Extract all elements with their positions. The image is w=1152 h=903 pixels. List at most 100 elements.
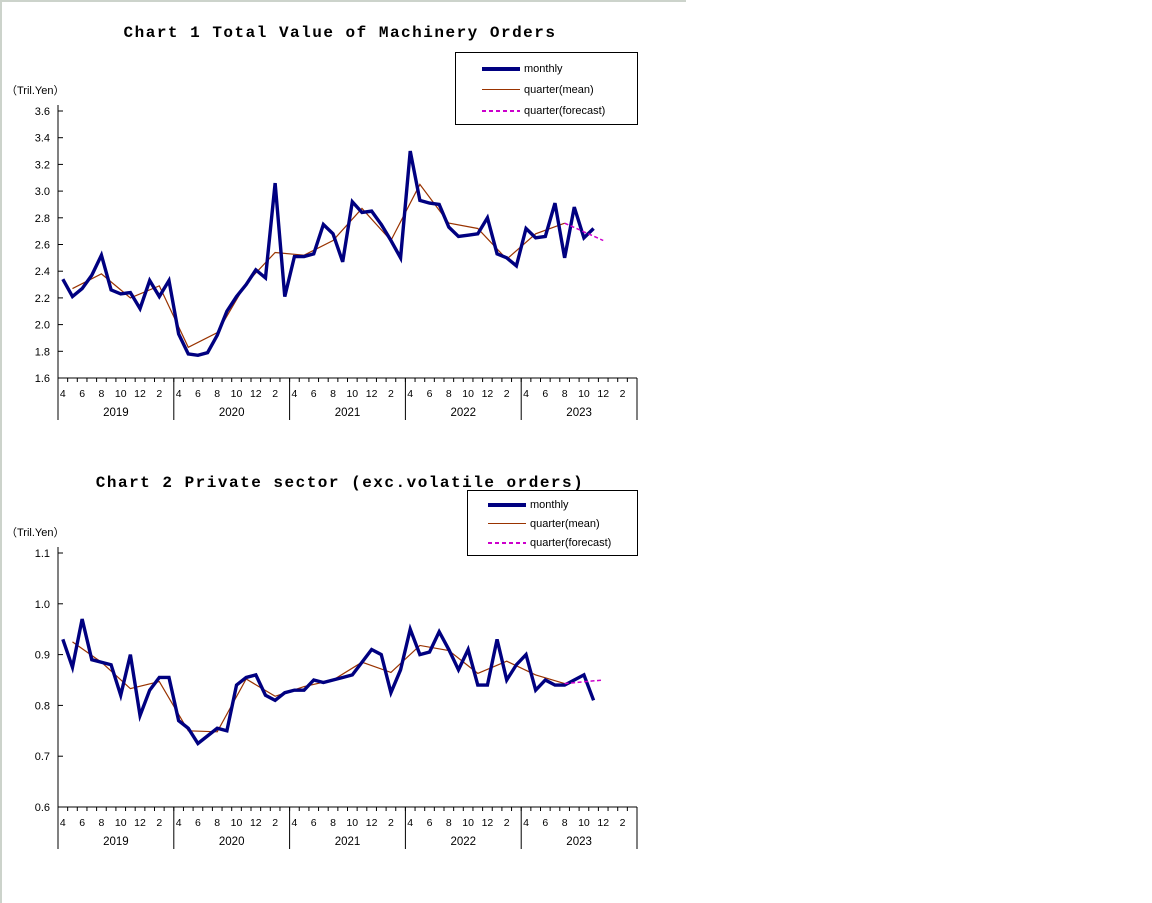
svg-text:2: 2: [388, 817, 394, 829]
legend-item-quarter-forecast: quarter(forecast): [468, 533, 637, 552]
svg-text:10: 10: [346, 817, 358, 829]
svg-text:12: 12: [597, 817, 609, 829]
legend-item-monthly: monthly: [456, 58, 637, 79]
monthly-line-icon: [482, 66, 520, 71]
quarter-mean-line-icon: [482, 89, 520, 90]
svg-text:12: 12: [597, 388, 609, 400]
svg-text:6: 6: [542, 388, 548, 400]
svg-text:8: 8: [330, 388, 336, 400]
svg-text:2021: 2021: [335, 836, 361, 848]
svg-text:4: 4: [176, 388, 182, 400]
svg-text:12: 12: [366, 817, 378, 829]
svg-text:2: 2: [620, 817, 626, 829]
svg-text:0.6: 0.6: [35, 802, 50, 814]
svg-text:12: 12: [366, 388, 378, 400]
svg-text:12: 12: [482, 817, 494, 829]
svg-text:8: 8: [562, 388, 568, 400]
svg-text:3.0: 3.0: [35, 186, 50, 198]
svg-text:0.9: 0.9: [35, 650, 50, 662]
legend-label: monthly: [524, 62, 563, 75]
svg-text:2023: 2023: [566, 836, 592, 848]
svg-text:8: 8: [446, 388, 452, 400]
svg-text:2: 2: [272, 817, 278, 829]
svg-text:6: 6: [311, 817, 317, 829]
svg-text:10: 10: [115, 388, 127, 400]
legend-label: quarter(forecast): [524, 104, 606, 117]
svg-text:3.2: 3.2: [35, 159, 50, 171]
svg-text:10: 10: [462, 388, 474, 400]
svg-text:6: 6: [195, 817, 201, 829]
svg-text:8: 8: [214, 817, 220, 829]
svg-text:6: 6: [542, 817, 548, 829]
svg-text:12: 12: [250, 388, 262, 400]
svg-text:2: 2: [504, 817, 510, 829]
legend-label: monthly: [530, 498, 569, 511]
legend-item-quarter-mean: quarter(mean): [456, 79, 637, 100]
svg-text:4: 4: [60, 388, 66, 400]
legend-item-quarter-mean: quarter(mean): [468, 514, 637, 533]
svg-text:10: 10: [115, 817, 127, 829]
svg-text:1.1: 1.1: [35, 548, 50, 560]
svg-text:2019: 2019: [103, 836, 129, 848]
svg-text:2022: 2022: [451, 836, 477, 848]
svg-text:12: 12: [134, 388, 146, 400]
svg-text:2: 2: [156, 388, 162, 400]
svg-text:8: 8: [446, 817, 452, 829]
legend-label: quarter(forecast): [530, 536, 612, 549]
svg-text:8: 8: [562, 817, 568, 829]
svg-text:10: 10: [346, 388, 358, 400]
svg-text:2019: 2019: [103, 407, 129, 419]
svg-text:6: 6: [79, 388, 85, 400]
svg-text:8: 8: [330, 817, 336, 829]
svg-text:2: 2: [388, 388, 394, 400]
chart2-title: Chart 2 Private sector (exc.volatile ord…: [95, 474, 585, 492]
svg-text:3.4: 3.4: [35, 133, 50, 145]
quarter-forecast-dash-icon: [482, 109, 520, 112]
chart1-title: Chart 1 Total Value of Machinery Orders: [123, 24, 557, 42]
legend-item-monthly: monthly: [468, 495, 637, 514]
svg-text:10: 10: [462, 817, 474, 829]
legend-label: quarter(mean): [524, 83, 594, 96]
svg-text:2: 2: [504, 388, 510, 400]
svg-text:10: 10: [578, 388, 590, 400]
svg-text:2.8: 2.8: [35, 213, 50, 225]
svg-text:2022: 2022: [451, 407, 477, 419]
svg-text:6: 6: [311, 388, 317, 400]
svg-text:4: 4: [292, 817, 298, 829]
svg-text:12: 12: [134, 817, 146, 829]
svg-text:10: 10: [231, 388, 243, 400]
svg-text:2.2: 2.2: [35, 293, 50, 305]
svg-text:2021: 2021: [335, 407, 361, 419]
chart1-y-axis-unit-label: （Tril.Yen）: [6, 85, 65, 97]
svg-text:2.4: 2.4: [35, 266, 50, 278]
legend-label: quarter(mean): [530, 517, 600, 530]
svg-text:3.6: 3.6: [35, 106, 50, 118]
svg-text:4: 4: [407, 388, 413, 400]
page-left-border: [0, 0, 2, 903]
svg-text:8: 8: [214, 388, 220, 400]
svg-text:1.6: 1.6: [35, 373, 50, 385]
svg-text:4: 4: [407, 817, 413, 829]
svg-text:12: 12: [482, 388, 494, 400]
svg-text:6: 6: [195, 388, 201, 400]
svg-text:4: 4: [523, 388, 529, 400]
svg-text:1.8: 1.8: [35, 346, 50, 358]
svg-text:0.8: 0.8: [35, 700, 50, 712]
svg-text:6: 6: [79, 817, 85, 829]
svg-text:10: 10: [231, 817, 243, 829]
svg-text:0.7: 0.7: [35, 751, 50, 763]
chart2-legend: monthly quarter(mean) quarter(forecast): [467, 490, 638, 556]
svg-text:2023: 2023: [566, 407, 592, 419]
svg-text:1.0: 1.0: [35, 599, 50, 611]
svg-text:8: 8: [99, 388, 105, 400]
quarter-mean-line-icon: [488, 523, 526, 524]
svg-text:2.6: 2.6: [35, 240, 50, 252]
svg-text:2.0: 2.0: [35, 320, 50, 332]
svg-text:10: 10: [578, 817, 590, 829]
svg-text:4: 4: [60, 817, 66, 829]
svg-text:2020: 2020: [219, 836, 245, 848]
monthly-line-icon: [488, 502, 526, 507]
svg-text:4: 4: [176, 817, 182, 829]
svg-text:4: 4: [292, 388, 298, 400]
